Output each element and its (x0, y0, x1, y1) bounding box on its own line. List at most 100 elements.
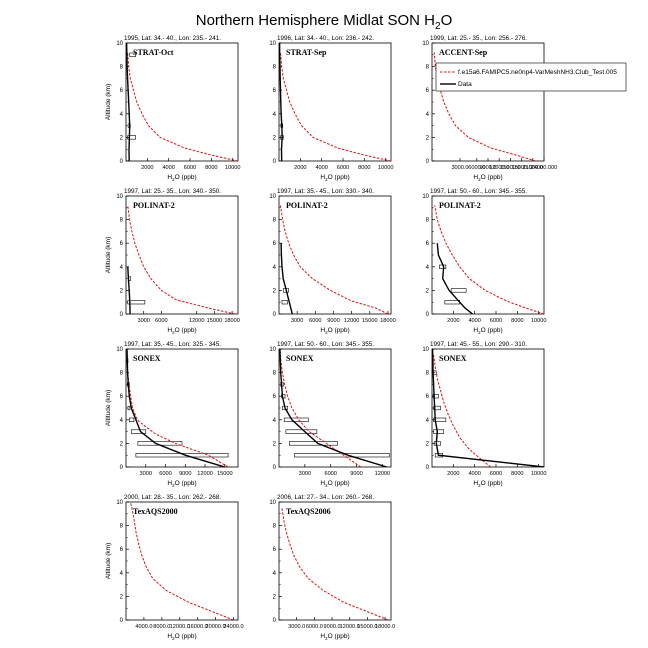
x-label-sub: 2 (325, 636, 328, 641)
y-tick-label: 8 (120, 524, 124, 530)
x-tick-label: 2000 (294, 165, 306, 171)
data-series-line (432, 349, 544, 467)
x-tick-label: 12000 (189, 318, 205, 324)
plot-frame (278, 195, 392, 315)
y-tick-label: 2 (426, 135, 430, 141)
plot-frame (431, 42, 545, 162)
y-tick-label: 6 (120, 394, 124, 400)
x-tick-label: 21000.0 (523, 165, 543, 171)
campaign-label: SONEX (133, 354, 161, 363)
y-tick-label: 10 (269, 194, 276, 200)
y-tick-label: 4 (273, 265, 277, 271)
x-tick-label: 12000.0 (489, 165, 509, 171)
x-label-main: H (320, 327, 325, 334)
data-range-box (444, 300, 461, 305)
plot-frame (125, 348, 239, 468)
data-range-box (433, 441, 441, 446)
x-tick-label: 4000 (162, 165, 174, 171)
figure-title: Northern Hemisphere Midlat SON H2O (196, 12, 452, 32)
x-label-sub: 2 (172, 483, 175, 488)
x-label-main: H (320, 633, 325, 640)
y-tick-label: 10 (422, 347, 429, 353)
x-tick-label: 4000 (468, 318, 480, 324)
y-tick-label: 4 (120, 418, 124, 424)
x-tick-label: 6000 (309, 318, 321, 324)
x-axis-label: H2O (ppb) (320, 633, 349, 641)
x-tick-label: 24000.000 (531, 165, 557, 171)
y-tick-label: 8 (120, 65, 124, 71)
x-tick-label: 2000 (447, 318, 459, 324)
data-range-box (289, 441, 338, 446)
chart-panel-10: 2000, Lat: 28.- 35., Lon: 262.- 268. TexA… (105, 494, 244, 641)
campaign-label: STRAT-Sep (286, 48, 327, 57)
y-tick-label: 8 (120, 371, 124, 377)
x-tick-label: 6000.0 (468, 165, 485, 171)
x-tick-label: 12000 (344, 318, 360, 324)
x-tick-label: 6000 (490, 471, 502, 477)
data-range-box (127, 405, 131, 411)
x-tick-label: 16000.0 (188, 624, 208, 630)
y-tick-label: 0 (120, 159, 124, 165)
x-tick-label: 15000 (217, 471, 233, 477)
y-tick-label: 4 (120, 571, 124, 577)
x-tick-label: 6000 (324, 471, 336, 477)
x-label-tail: O (ppb) (175, 633, 197, 640)
panel-header: 1999, Lat: 25.- 35., Lon: 256.- 276. (430, 35, 527, 42)
x-tick-label: 9000 (327, 318, 339, 324)
plot-frame (125, 42, 239, 162)
y-tick-label: 0 (273, 465, 277, 471)
data-series-line (436, 243, 473, 314)
x-label-main: H (320, 174, 325, 181)
y-tick-label: 6 (273, 241, 277, 247)
y-tick-label: 6 (426, 88, 430, 94)
data-range-box (129, 52, 136, 57)
panel-header: 1997, Lat: 45.- 55., Lon: 290.- 310. (430, 341, 527, 348)
y-tick-label: 10 (422, 194, 429, 200)
x-label-tail: O (ppb) (481, 327, 503, 334)
data-range-box (127, 300, 146, 305)
y-tick-label: 2 (120, 441, 124, 447)
x-label-sub: 2 (325, 177, 328, 182)
x-label-main: H (473, 327, 478, 334)
plot-frame (278, 501, 392, 621)
x-tick-label: 10000 (378, 165, 394, 171)
y-tick-label: 10 (116, 41, 123, 47)
x-tick-label: 3000 (140, 471, 152, 477)
y-tick-label: 8 (426, 371, 430, 377)
y-tick-label: 0 (273, 159, 277, 165)
x-tick-label: 9000.0 (323, 624, 340, 630)
x-label-main: H (167, 480, 172, 487)
y-tick-label: 0 (426, 159, 430, 165)
x-axis-label: H2O (ppb) (167, 327, 196, 335)
y-tick-label: 10 (116, 500, 123, 506)
x-tick-label: 18000.0 (511, 165, 531, 171)
chart-panel-1: 1995, Lat: 34.- 40., Lon: 235.- 241. STRA… (105, 35, 240, 182)
y-tick-label: 6 (273, 394, 277, 400)
x-axis-label: H2O (ppb) (473, 480, 502, 488)
x-tick-label: 10000 (531, 318, 547, 324)
plot-frame (125, 195, 239, 315)
x-tick-label: 4000.0 (135, 624, 152, 630)
y-tick-label: 4 (273, 571, 277, 577)
y-tick-label: 2 (120, 288, 124, 294)
campaign-label: TexAQS2000 (133, 507, 178, 516)
y-tick-label: 2 (273, 135, 277, 141)
x-tick-label: 3000.0 (451, 165, 468, 171)
x-tick-label: 8000 (511, 318, 523, 324)
data-series-line (127, 266, 131, 314)
x-tick-label: 3000.0 (288, 624, 305, 630)
y-tick-label: 4 (426, 265, 430, 271)
data-range-box (283, 417, 309, 422)
y-axis-label: Altitude (km) (105, 390, 112, 426)
y-tick-label: 10 (269, 347, 276, 353)
x-axis-label: H2O (ppb) (473, 327, 502, 335)
x-tick-label: 8000.0 (153, 624, 170, 630)
campaign-label: SONEX (286, 354, 314, 363)
x-axis-label: H2O (ppb) (320, 327, 349, 335)
x-axis-label: H2O (ppb) (167, 174, 196, 182)
plot-frame (278, 42, 392, 162)
y-tick-label: 4 (273, 418, 277, 424)
data-range-box (285, 429, 318, 434)
panel-header: 1997, Lat: 35.- 45., Lon: 330.- 340. (277, 188, 374, 195)
